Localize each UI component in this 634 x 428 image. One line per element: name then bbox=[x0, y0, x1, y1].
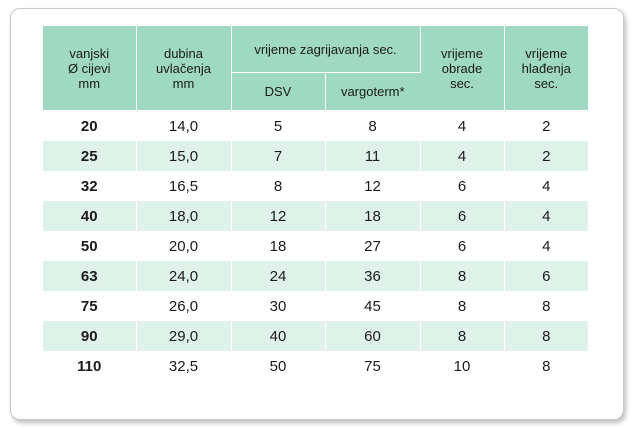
cell-vargoterm: 60 bbox=[325, 321, 421, 351]
cell-diameter: 40 bbox=[43, 201, 137, 231]
cell-cooling: 8 bbox=[504, 321, 588, 351]
cell-diameter: 20 bbox=[43, 110, 137, 141]
cell-vargoterm: 8 bbox=[325, 110, 421, 141]
cell-depth: 26,0 bbox=[136, 291, 232, 321]
table-row: 32 16,5 8 12 6 4 bbox=[43, 171, 588, 201]
table-row: 90 29,0 40 60 8 8 bbox=[43, 321, 588, 351]
cell-dsv: 5 bbox=[231, 110, 326, 141]
cell-processing: 4 bbox=[420, 141, 505, 171]
cell-cooling: 6 bbox=[504, 261, 588, 291]
cell-cooling: 8 bbox=[542, 357, 551, 375]
cell-vargoterm: 12 bbox=[325, 171, 421, 201]
cell-vargoterm: 45 bbox=[325, 291, 421, 321]
table-row: 25 15,0 7 11 4 2 bbox=[43, 141, 588, 171]
cell-diameter: 75 bbox=[43, 291, 137, 321]
header-cooling-time: vrijeme hlađenja sec. bbox=[504, 26, 588, 111]
cell-depth: 24,0 bbox=[136, 261, 232, 291]
cell-dsv: 7 bbox=[231, 141, 326, 171]
header-vargoterm: vargoterm* bbox=[325, 72, 420, 111]
cell-dsv: 40 bbox=[231, 321, 326, 351]
cell-cooling: 8 bbox=[542, 297, 551, 315]
cell-vargoterm: 18 bbox=[325, 201, 421, 231]
cell-vargoterm: 36 bbox=[325, 261, 421, 291]
cell-dsv: 24 bbox=[231, 261, 326, 291]
cell-cooling: 4 bbox=[542, 237, 551, 255]
cell-cooling: 4 bbox=[504, 201, 588, 231]
cell-vargoterm: 11 bbox=[325, 141, 421, 171]
cell-cooling: 2 bbox=[542, 117, 551, 135]
cell-vargoterm: 27 bbox=[325, 231, 421, 261]
cell-diameter: 110 bbox=[43, 351, 137, 381]
cell-depth: 14,0 bbox=[136, 110, 232, 141]
cell-depth: 29,0 bbox=[136, 321, 232, 351]
cell-dsv: 50 bbox=[231, 351, 326, 381]
table-row: 50 20,0 18 27 6 4 bbox=[43, 231, 588, 261]
cell-processing: 8 bbox=[420, 261, 505, 291]
cell-diameter: 50 bbox=[43, 231, 137, 261]
welding-times-table: vanjski Ø cijevi mm dubina uvlačenja mm … bbox=[43, 26, 588, 381]
cell-diameter: 25 bbox=[43, 141, 137, 171]
cell-processing: 6 bbox=[420, 231, 505, 261]
cell-processing: 10 bbox=[420, 351, 505, 381]
header-insertion-depth: dubina uvlačenja mm bbox=[136, 26, 232, 111]
cell-processing: 4 bbox=[420, 110, 505, 141]
cell-processing: 6 bbox=[420, 171, 505, 201]
cell-vargoterm: 75 bbox=[325, 351, 421, 381]
header-dsv: DSV bbox=[231, 72, 326, 111]
cell-dsv: 8 bbox=[231, 171, 326, 201]
header-processing-time: vrijeme obrade sec. bbox=[420, 26, 505, 111]
table-row: 75 26,0 30 45 8 8 bbox=[43, 291, 588, 321]
cell-diameter: 90 bbox=[43, 321, 137, 351]
cell-dsv: 30 bbox=[231, 291, 326, 321]
cell-depth: 15,0 bbox=[136, 141, 232, 171]
cell-cooling: 2 bbox=[504, 141, 588, 171]
cell-diameter: 32 bbox=[43, 171, 137, 201]
header-heating-time: vrijeme zagrijavanja sec. bbox=[231, 26, 421, 73]
cell-cooling: 4 bbox=[542, 177, 551, 195]
cell-depth: 16,5 bbox=[136, 171, 232, 201]
cell-dsv: 18 bbox=[231, 231, 326, 261]
cell-processing: 8 bbox=[420, 321, 505, 351]
cell-processing: 8 bbox=[420, 291, 505, 321]
header-outer-diameter: vanjski Ø cijevi mm bbox=[43, 26, 137, 111]
table-row: 63 24,0 24 36 8 6 bbox=[43, 261, 588, 291]
cell-depth: 18,0 bbox=[136, 201, 232, 231]
table-row: 20 14,0 5 8 4 2 bbox=[43, 110, 588, 141]
cell-processing: 6 bbox=[420, 201, 505, 231]
cell-dsv: 12 bbox=[231, 201, 326, 231]
cell-diameter: 63 bbox=[43, 261, 137, 291]
table-row: 110 32,5 50 75 10 8 bbox=[43, 351, 588, 381]
cell-depth: 20,0 bbox=[136, 231, 232, 261]
table-row: 40 18,0 12 18 6 4 bbox=[43, 201, 588, 231]
cell-depth: 32,5 bbox=[136, 351, 232, 381]
